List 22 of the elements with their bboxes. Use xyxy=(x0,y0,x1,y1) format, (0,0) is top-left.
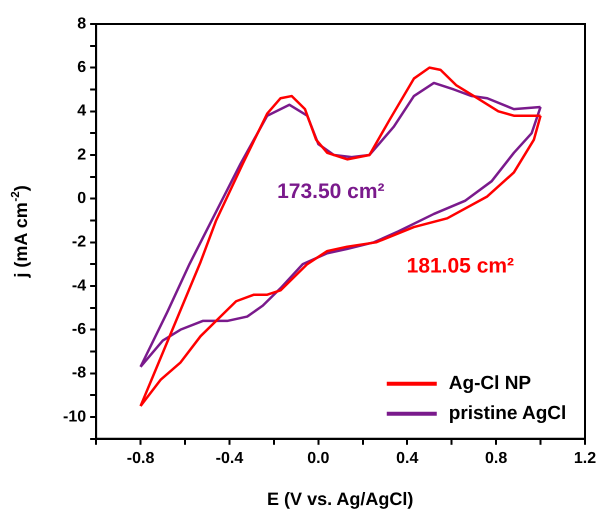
y-tick-label: 2 xyxy=(77,146,86,164)
x-axis-title: E (V vs. Ag/AgCl) xyxy=(267,488,414,509)
x-tick-label: -0.8 xyxy=(126,450,154,467)
y-tick-label: -4 xyxy=(72,277,86,294)
y-tick-label: 0 xyxy=(77,190,86,208)
x-tick-label: 1.2 xyxy=(574,450,596,467)
x-tick-label: -0.4 xyxy=(216,450,244,467)
legend-label: pristine AgCl xyxy=(448,403,566,424)
y-tick-label: -6 xyxy=(72,321,86,338)
y-tick-label: -10 xyxy=(63,408,86,426)
legend-label: Ag-Cl NP xyxy=(448,373,532,394)
y-tick-label: 6 xyxy=(77,59,86,76)
x-tick-label: 0.0 xyxy=(307,450,330,467)
x-tick-label: 0.8 xyxy=(484,450,508,467)
y-tick-label: -8 xyxy=(72,364,86,382)
y-tick-label: -2 xyxy=(72,234,86,251)
annotation: 173.50 cm² xyxy=(277,180,384,203)
y-tick-label: 4 xyxy=(77,102,86,120)
annotation: 181.05 cm² xyxy=(406,254,514,278)
y-axis-title: j (mA cm-2) xyxy=(8,185,31,279)
y-tick-label: 8 xyxy=(77,15,86,32)
x-tick-label: 0.4 xyxy=(396,450,418,467)
